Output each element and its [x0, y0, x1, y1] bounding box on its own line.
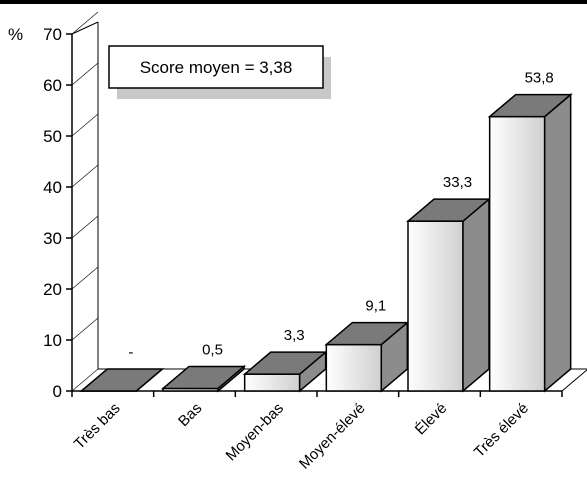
category-label: Bas: [175, 400, 205, 430]
bar-top: [79, 368, 165, 392]
bar-front: [243, 373, 301, 392]
y-tick-depth: [71, 317, 99, 341]
y-tick-depth: [71, 11, 99, 35]
bar-side: [543, 93, 572, 393]
bar: [160, 364, 247, 393]
value-label: 3,3: [284, 327, 305, 344]
y-tick-label: 0: [53, 382, 62, 401]
y-tick-label: 50: [43, 127, 62, 146]
bar-side: [462, 197, 490, 393]
bar-front: [488, 115, 546, 392]
bar-front: [325, 343, 383, 392]
y-tick-label: 30: [43, 229, 62, 248]
y-tick-depth: [71, 266, 99, 290]
category-label: Moyen-élevé: [296, 400, 369, 473]
y-tick-depth: [71, 164, 99, 188]
y-axis-unit: %: [8, 25, 23, 44]
y-tick-depth: [71, 113, 99, 137]
score-annotation: Score moyen = 3,38: [140, 58, 293, 77]
category-label: Élevé: [412, 400, 451, 439]
bar-top: [487, 93, 573, 118]
bar: [324, 320, 410, 393]
bar-top: [160, 365, 247, 390]
top-border: [0, 0, 587, 4]
y-tick-depth: [71, 62, 99, 86]
value-label: 33,3: [443, 174, 472, 191]
y-tick-label: 70: [43, 25, 62, 44]
bars: [79, 93, 573, 393]
floor-right-edge: [561, 369, 587, 392]
value-label: 0,5: [202, 341, 223, 358]
y-tick-label: 40: [43, 178, 62, 197]
bar: [242, 350, 328, 393]
value-label: 53,8: [525, 70, 554, 87]
bar: [79, 368, 165, 392]
y-tick-depth: [71, 215, 99, 239]
score-annotation-box: Score moyen = 3,38: [108, 45, 331, 99]
bar-front: [407, 220, 464, 392]
axis-top-edge: [71, 21, 99, 35]
y-tick-label: 20: [43, 280, 62, 299]
y-tick-label: 10: [43, 331, 62, 350]
y-tick-depth: [71, 368, 99, 392]
score-box: [108, 45, 324, 89]
value-label: 9,1: [365, 298, 386, 315]
y-tick-label: 60: [43, 76, 62, 95]
category-label: Très élevé: [471, 400, 532, 461]
category-label: Très bas: [71, 400, 124, 453]
bar: [487, 93, 573, 393]
value-label: -: [128, 344, 133, 361]
category-label: Moyen-bas: [223, 400, 287, 464]
bar: [405, 197, 492, 393]
